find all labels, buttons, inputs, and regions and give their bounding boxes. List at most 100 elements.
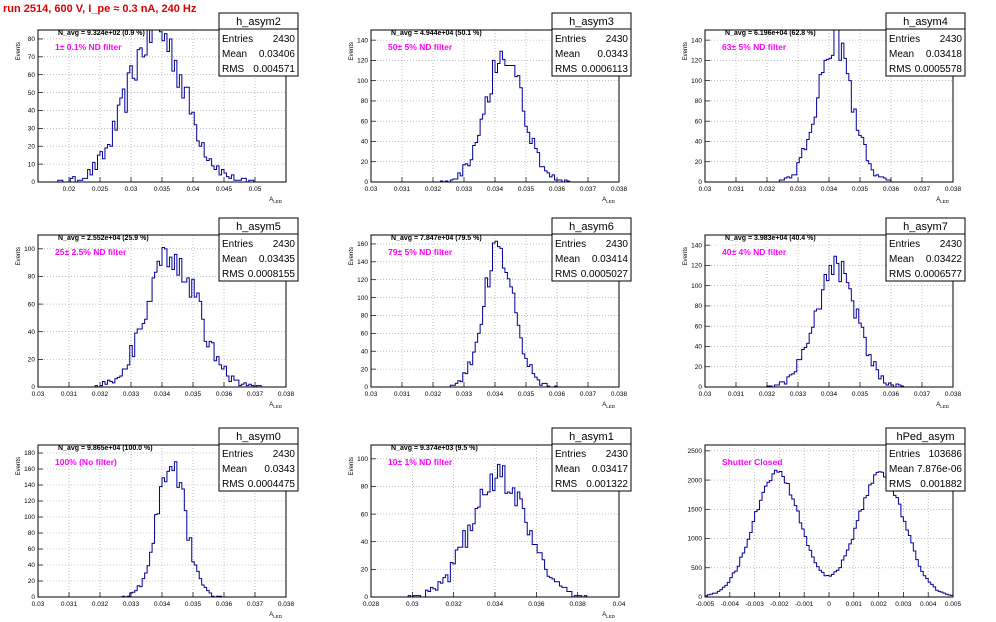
x-tick-label: 0.038 [611,391,628,398]
y-tick-label: 100 [691,78,702,85]
stats-key: Mean [889,464,914,475]
stats-box [551,12,632,77]
stats-value: 0.03417 [592,464,629,475]
y-tick-label: 60 [28,546,36,553]
filter-label: 25± 2.5% ND filter [55,247,127,257]
x-tick-label: 0.045 [216,186,233,193]
stats-value: 0.03435 [259,254,296,265]
stats-key: Entries [889,239,920,250]
y-tick-label: 160 [24,466,35,473]
y-tick-label: 160 [357,241,368,248]
x-tick-label: 0.036 [549,186,566,193]
x-tick-label: 0.035 [518,391,535,398]
stats-key: Entries [555,34,586,45]
y-tick-label: 0 [698,179,702,186]
stats-key: Mean [222,464,247,475]
x-tick-label: 0.031 [61,391,78,398]
y-tick-label: 60 [695,323,703,330]
stats-key: RMS [889,64,912,75]
y-tick-label: 50 [28,90,36,97]
x-axis-label: ALED [269,402,283,409]
y-tick-label: 80 [361,98,369,105]
stats-key: RMS [555,64,578,75]
stats-value: 7.876e-06 [917,464,962,475]
x-tick-label: 0.035 [185,601,202,608]
stats-value: 0.0005027 [581,269,629,280]
stats-key: Mean [555,49,580,60]
y-tick-label: 20 [28,578,36,585]
filter-label: 100% (No filter) [55,457,117,467]
y-tick-label: 40 [695,139,703,146]
stats-key: Mean [555,464,580,475]
stats-value: 0.0005578 [915,64,963,75]
y-tick-label: 0 [364,594,368,601]
x-tick-label: 0.034 [487,186,504,193]
y-tick-label: 20 [361,567,369,574]
x-tick-label: 0.033 [123,391,140,398]
x-tick-label: 0.038 [570,601,587,608]
stats-key: Entries [222,239,253,250]
y-tick-label: 80 [28,530,36,537]
x-tick-label: 0.033 [456,391,473,398]
y-tick-label: 0 [698,594,702,601]
x-tick-label: 0.035 [154,186,171,193]
stats-value: 0.03422 [926,254,963,265]
y-tick-label: 40 [28,329,36,336]
stats-value: 0.001322 [586,479,628,490]
y-tick-label: 100 [24,246,35,253]
x-tick-label: 0.03 [699,391,712,398]
histogram-panel-h_asym2: 0.02 0.025 0.03 0.035 0.04 0.045 0.05 0 10 20 30 40… [16,12,299,204]
x-tick-label: 0.036 [549,391,566,398]
stats-value: 2430 [940,34,963,45]
y-tick-label: 100 [357,456,368,463]
y-tick-label: 100 [357,295,368,302]
x-axis-label: ALED [936,197,950,204]
x-tick-label: 0.005 [945,601,962,608]
x-tick-label: 0.032 [759,186,776,193]
y-tick-label: 120 [691,263,702,270]
x-tick-label: 0.034 [154,391,171,398]
y-tick-label: 120 [357,58,368,65]
stats-key: RMS [555,269,578,280]
x-tick-label: 0.037 [247,601,264,608]
y-tick-label: 2000 [688,477,703,484]
y-tick-label: 180 [24,450,35,457]
stats-value: 103686 [929,449,963,460]
stats-value: 0.0008155 [248,269,296,280]
x-tick-label: 0.004 [920,601,937,608]
stats-key: RMS [889,269,912,280]
stats-value: 0.001882 [920,479,962,490]
stats-value: 2430 [273,239,296,250]
y-axis-label: Events [349,457,355,475]
y-tick-label: 40 [695,344,703,351]
y-tick-label: 1500 [688,507,703,514]
x-tick-label: 0.036 [528,601,545,608]
x-tick-label: 0.037 [914,391,931,398]
y-tick-label: 2500 [688,448,703,455]
histogram-panel-h_asym4: 0.03 0.031 0.032 0.033 0.034 0.035 0.036 0.037 0… [683,12,966,204]
y-tick-label: 70 [28,54,36,61]
stats-title: h_asym6 [569,221,614,233]
x-tick-label: 0.028 [363,601,380,608]
x-tick-label: 0.034 [154,601,171,608]
x-tick-label: -0.003 [745,601,764,608]
y-tick-label: 120 [691,58,702,65]
y-tick-label: 20 [361,159,369,166]
histogram-panel-hPed_asym: -0.005 -0.004 -0.003 -0.002 -0.001 0 0.001 0.00… [688,427,966,608]
y-axis-label: Events [16,247,22,265]
y-tick-label: 40 [28,562,36,569]
stats-key: RMS [555,479,578,490]
stats-key: Mean [889,49,914,60]
x-tick-label: 0.03 [32,601,45,608]
stats-value: 0.004571 [253,64,295,75]
stats-value: 0.0343 [597,49,628,60]
x-axis-label: ALED [269,197,283,204]
x-tick-label: 0.038 [278,391,295,398]
y-tick-label: 60 [695,118,703,125]
y-axis-label: Events [349,42,355,60]
x-tick-label: 0.04 [187,186,200,193]
x-tick-label: 0.032 [425,391,442,398]
x-tick-label: 0.003 [895,601,912,608]
x-axis-label: ALED [602,402,616,409]
x-tick-label: 0.035 [852,186,869,193]
